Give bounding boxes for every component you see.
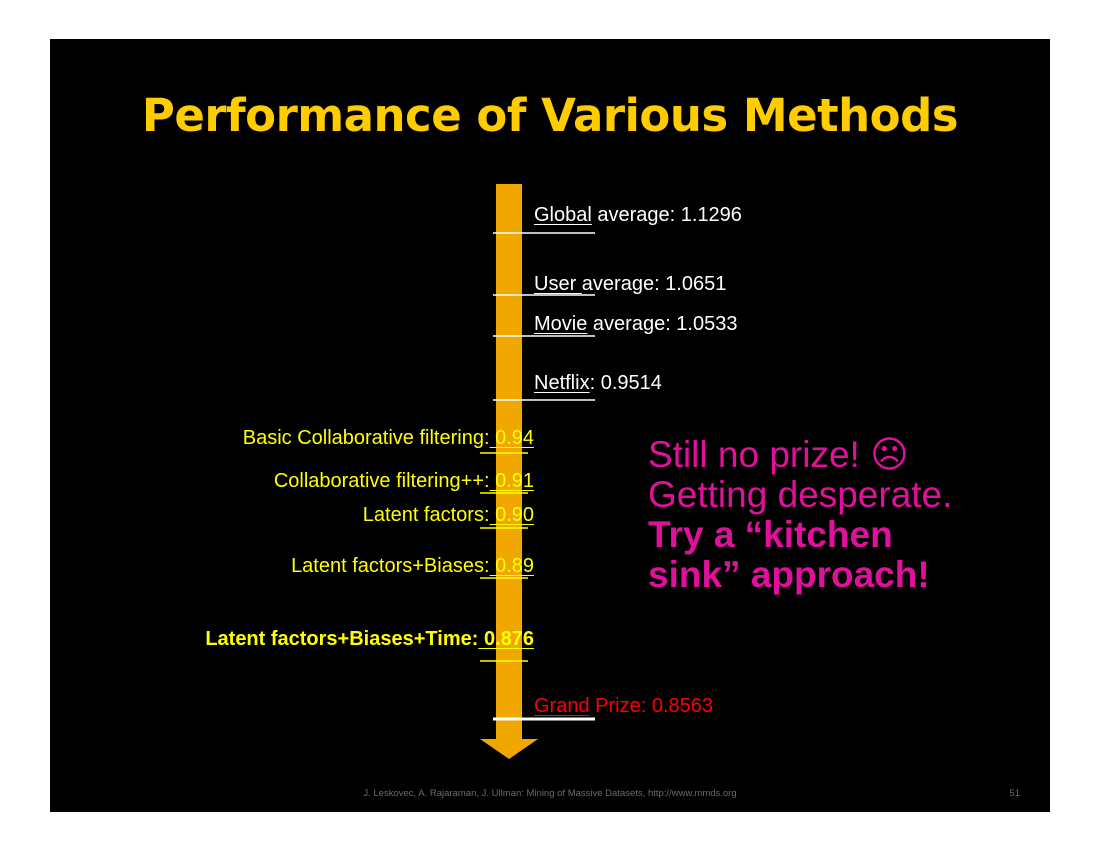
callout-text: Still no prize! ☹ Getting desperate. Try… xyxy=(648,435,1048,595)
marker-grand-prize: Grand Prize: 0.8563 xyxy=(534,694,713,718)
marker-pre: Grand xyxy=(534,695,590,717)
tick-layer xyxy=(480,232,595,721)
marker-cf-plus-plus: Collaborative filtering++: 0.91 xyxy=(274,469,534,493)
marker-post: 0.91 xyxy=(489,470,534,492)
marker-pre: User xyxy=(534,273,582,295)
marker-post: average: 1.0651 xyxy=(581,273,727,295)
arrow-shaft xyxy=(496,184,522,739)
marker-netflix: Netflix: 0.9514 xyxy=(534,371,662,395)
marker-post: average: 1.0533 xyxy=(587,313,738,335)
callout-line-4: sink” approach! xyxy=(648,554,930,595)
marker-latent-factors: Latent factors: 0.90 xyxy=(363,503,534,527)
marker-pre: Collaborative filtering++: xyxy=(273,470,490,492)
marker-pre: Latent factors+Biases: xyxy=(291,555,490,577)
callout-line-2: Getting desperate. xyxy=(648,474,953,515)
marker-post: 0.876 xyxy=(478,628,534,650)
marker-latent-biases: Latent factors+Biases: 0.89 xyxy=(291,554,534,578)
marker-pre: Basic Collaborative filtering: xyxy=(242,427,490,449)
marker-post: 0.89 xyxy=(489,555,534,577)
marker-pre: Latent factors+Biases+Time: xyxy=(205,628,479,650)
marker-pre: Latent factors: xyxy=(362,504,490,526)
marker-user-average: User average: 1.0651 xyxy=(534,272,726,296)
marker-movie-average: Movie average: 1.0533 xyxy=(534,312,737,336)
callout-line-1: Still no prize! ☹ xyxy=(648,434,909,475)
footer-citation: J. Leskovec, A. Rajaraman, J. Ullman: Mi… xyxy=(363,788,737,799)
marker-basic-cf: Basic Collaborative filtering: 0.94 xyxy=(243,426,534,450)
marker-post: average: 1.1296 xyxy=(591,204,742,226)
slide-number: 51 xyxy=(1009,788,1020,799)
marker-pre: Movie xyxy=(534,313,588,335)
marker-post: 0.90 xyxy=(489,504,534,526)
rmse-scale-arrow xyxy=(480,184,595,759)
marker-global-average: Global average: 1.1296 xyxy=(534,203,742,227)
marker-pre: Netflix xyxy=(534,372,590,394)
marker-post: Prize: 0.8563 xyxy=(589,695,714,717)
marker-latent-biases-time: Latent factors+Biases+Time: 0.876 xyxy=(205,627,534,651)
slide-title: Performance of Various Methods xyxy=(141,89,959,142)
arrow-head xyxy=(480,739,538,759)
callout-line-3: Try a “kitchen xyxy=(648,514,893,555)
marker-post: : 0.9514 xyxy=(589,372,662,394)
marker-post: 0.94 xyxy=(489,427,534,449)
slide: Performance of Various Methods Global av… xyxy=(50,39,1050,812)
marker-pre: Global xyxy=(534,204,592,226)
